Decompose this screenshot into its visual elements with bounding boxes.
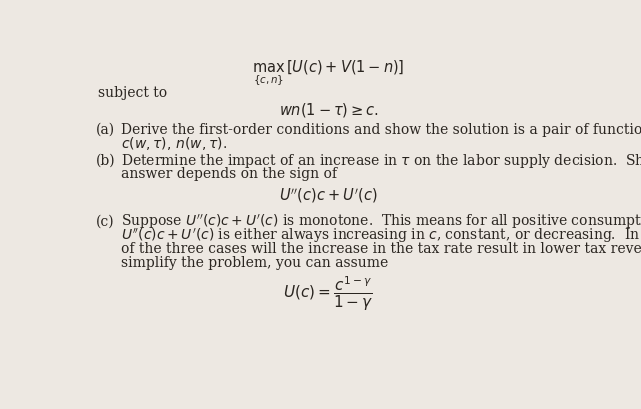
- Text: Suppose $U''(c)c+U'(c)$ is monotone.  This means for all positive consumption,: Suppose $U''(c)c+U'(c)$ is monotone. Thi…: [121, 213, 641, 231]
- Text: Determine the impact of an increase in $\tau$ on the labor supply decision.  Sho: Determine the impact of an increase in $…: [121, 152, 641, 170]
- Text: Derive the first-order conditions and show the solution is a pair of functions: Derive the first-order conditions and sh…: [121, 123, 641, 137]
- Text: $c(w,\tau),\,n(w,\tau).$: $c(w,\tau),\,n(w,\tau).$: [121, 135, 227, 152]
- Text: simplify the problem, you can assume: simplify the problem, you can assume: [121, 256, 388, 270]
- Text: $U''(c)c+U'(c)$ is either always increasing in $c$, constant, or decreasing.  In: $U''(c)c+U'(c)$ is either always increas…: [121, 227, 641, 245]
- Text: $U''(c)c+U'(c)$: $U''(c)c+U'(c)$: [279, 186, 378, 205]
- Text: $wn(1-\tau)\geq c.$: $wn(1-\tau)\geq c.$: [279, 101, 378, 119]
- Text: $U(c)=\dfrac{c^{1-\gamma}}{1-\gamma}$: $U(c)=\dfrac{c^{1-\gamma}}{1-\gamma}$: [283, 275, 374, 313]
- Text: subject to: subject to: [97, 85, 167, 99]
- Text: $\underset{\{c,n\}}{\max}\,[U(c)+V(1-n)]$: $\underset{\{c,n\}}{\max}\,[U(c)+V(1-n)]…: [253, 58, 404, 87]
- Text: (a): (a): [96, 123, 115, 137]
- Text: (c): (c): [96, 215, 115, 229]
- Text: of the three cases will the increase in the tax rate result in lower tax revenue: of the three cases will the increase in …: [121, 243, 641, 256]
- Text: answer depends on the sign of: answer depends on the sign of: [121, 167, 337, 182]
- Text: (b): (b): [96, 154, 115, 168]
